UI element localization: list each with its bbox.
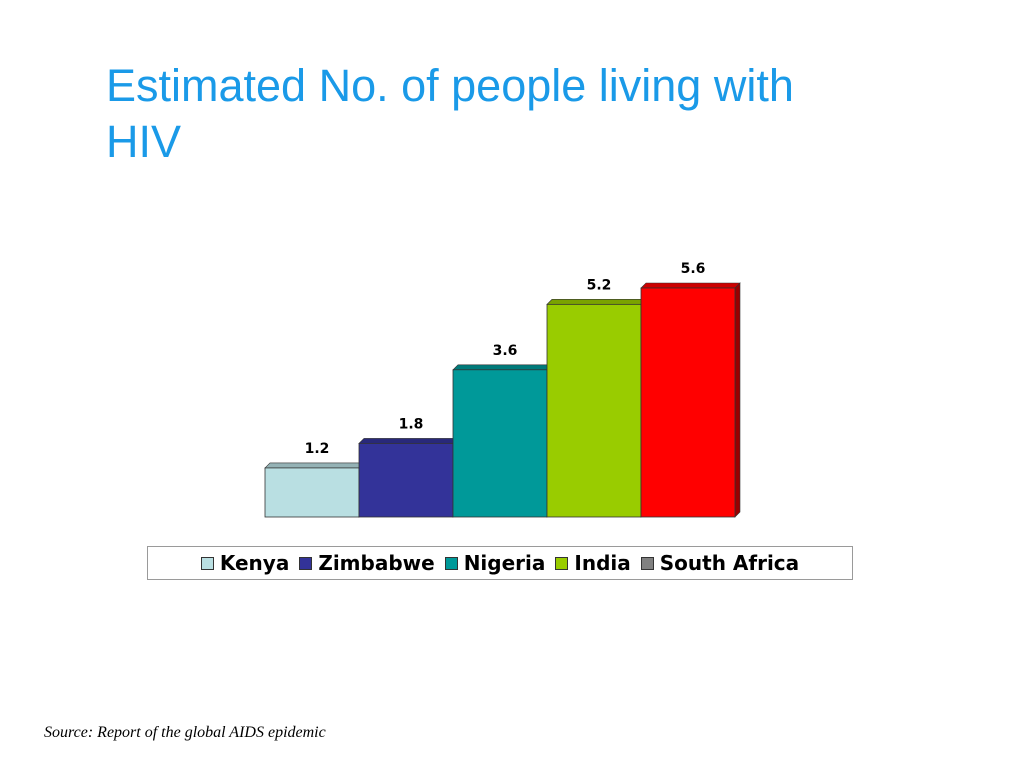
bar-2 bbox=[452, 369, 548, 518]
legend-item-3: India bbox=[555, 551, 631, 575]
data-label-1: 1.8 bbox=[399, 416, 424, 432]
bar-top-2 bbox=[452, 364, 553, 371]
legend-label-0: Kenya bbox=[219, 551, 290, 575]
legend-label-2: Nigeria bbox=[463, 551, 546, 575]
data-label-4: 5.6 bbox=[681, 261, 706, 277]
data-label-3: 5.2 bbox=[587, 277, 612, 293]
source-note: Source: Report of the global AIDS epidem… bbox=[44, 724, 326, 741]
bar-top-1 bbox=[358, 438, 459, 444]
bar-0 bbox=[264, 467, 360, 518]
chart-legend: Kenya Zimbabwe Nigeria India South Africa bbox=[147, 546, 853, 580]
bar-top-4 bbox=[640, 282, 741, 289]
legend-swatch-2 bbox=[444, 556, 458, 570]
data-label-2: 3.6 bbox=[493, 343, 518, 359]
bar-top-0 bbox=[264, 462, 365, 469]
legend-label-3: India bbox=[574, 551, 631, 575]
legend-item-0: Kenya bbox=[200, 551, 290, 575]
legend-item-4: South Africa bbox=[640, 551, 800, 575]
bar-3 bbox=[546, 303, 642, 518]
bar-1 bbox=[358, 442, 454, 518]
legend-swatch-3 bbox=[555, 556, 569, 570]
bar-4 bbox=[640, 287, 736, 518]
legend-item-2: Nigeria bbox=[444, 551, 546, 575]
bar-side-4 bbox=[734, 282, 741, 518]
legend-label-1: Zimbabwe bbox=[318, 551, 435, 575]
legend-swatch-4 bbox=[640, 556, 654, 570]
slide-title: Estimated No. of people living with HIV bbox=[106, 60, 794, 167]
bar-top-3 bbox=[546, 299, 647, 305]
data-label-0: 1.2 bbox=[305, 441, 330, 457]
legend-item-1: Zimbabwe bbox=[299, 551, 435, 575]
legend-swatch-0 bbox=[200, 556, 214, 570]
legend-swatch-1 bbox=[299, 556, 313, 570]
legend-label-4: South Africa bbox=[659, 551, 800, 575]
